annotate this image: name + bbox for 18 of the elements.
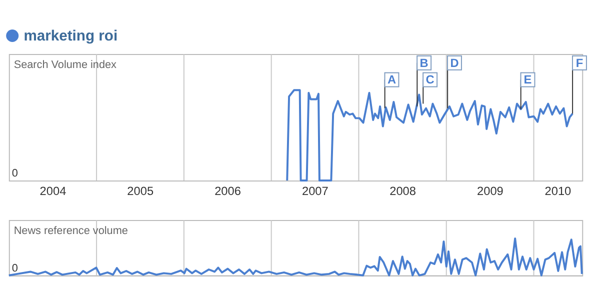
annotation: A bbox=[387, 72, 396, 87]
x-tick-label: 2006 bbox=[214, 184, 242, 198]
x-tick-label: 2010 bbox=[544, 184, 572, 198]
x-tick-label: 2009 bbox=[477, 184, 504, 198]
x-tick-label: 2008 bbox=[390, 184, 416, 198]
legend-label: marketing roi bbox=[24, 28, 118, 45]
annotation: D bbox=[450, 56, 460, 70]
x-tick-label: 2004 bbox=[40, 184, 67, 198]
y-axis-title: News reference volume bbox=[14, 224, 128, 237]
y-axis-title: Search Volume index bbox=[14, 58, 118, 71]
annotation: E bbox=[524, 72, 532, 87]
annotation: F bbox=[576, 56, 584, 70]
annotation: 0 bbox=[12, 168, 18, 180]
annotation: B bbox=[420, 56, 429, 70]
annotation: C bbox=[426, 72, 435, 87]
x-tick-label: 2005 bbox=[127, 184, 154, 198]
annotation: 0 bbox=[12, 262, 18, 274]
x-tick-label: 2007 bbox=[302, 184, 328, 198]
